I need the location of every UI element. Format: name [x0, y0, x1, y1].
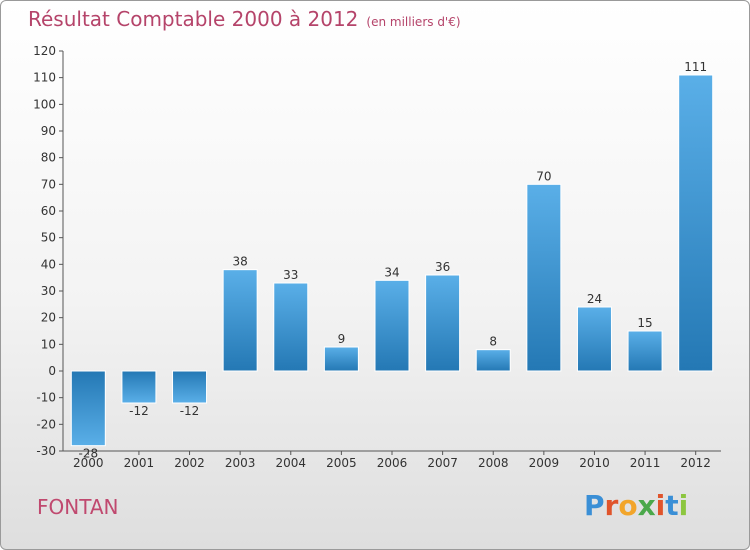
bar-value-label: 15	[637, 316, 652, 330]
bar-value-label: 36	[435, 260, 450, 274]
bar-2004	[273, 282, 309, 372]
y-tick-label: 40	[41, 257, 56, 271]
y-tick-label: 120	[33, 44, 56, 58]
chart-subtitle: (en milliers d'€)	[366, 15, 461, 29]
logo-letter: i	[655, 489, 666, 522]
x-tick-label: 2011	[630, 456, 661, 470]
logo-letter: i	[678, 489, 689, 522]
y-tick-label: -10	[36, 391, 56, 405]
bar-2003	[222, 269, 258, 372]
x-tick-label: 2005	[326, 456, 357, 470]
y-tick-label: 80	[41, 151, 56, 165]
y-tick-label: 100	[33, 97, 56, 111]
proxiti-logo[interactable]: Proxiti	[584, 489, 688, 522]
bar-2006	[374, 279, 410, 372]
bar-value-label: 34	[384, 265, 399, 279]
logo-letter: t	[665, 489, 679, 522]
bar-2011	[627, 330, 663, 372]
logo-letter: o	[618, 489, 638, 522]
bar-value-label: 38	[233, 255, 248, 269]
y-tick-label: 20	[41, 311, 56, 325]
bar-2007	[425, 274, 461, 372]
bar-value-label: -28	[79, 447, 99, 461]
logo-letter: P	[584, 489, 605, 522]
logo-letter: r	[604, 489, 619, 522]
y-tick-label: 60	[41, 204, 56, 218]
x-tick-label: 2004	[275, 456, 306, 470]
bar-value-label: 24	[587, 292, 602, 306]
x-tick-label: 2007	[427, 456, 458, 470]
y-tick-label: -20	[36, 417, 56, 431]
x-tick-label: 2008	[478, 456, 509, 470]
y-tick-label: 10	[41, 337, 56, 351]
bar-2009	[526, 183, 562, 372]
axes: -30 -20 -10 0 10 20 30 40 50 60 70 80 90 100 110 120 200…	[33, 44, 721, 470]
y-tick-label: 90	[41, 124, 56, 138]
y-tick-label: 70	[41, 177, 56, 191]
bar-value-label: -12	[180, 404, 200, 418]
x-tick-label: 2001	[124, 456, 155, 470]
bar-value-label: 9	[338, 332, 346, 346]
bars	[70, 74, 714, 447]
x-tick-label: 2012	[680, 456, 711, 470]
bar-2000	[70, 370, 106, 447]
bar-value-label: 8	[489, 335, 497, 349]
x-tick-label: 2006	[377, 456, 408, 470]
y-tick-label: -30	[36, 444, 56, 458]
x-tick-label: 2002	[174, 456, 205, 470]
bar-value-label: 111	[684, 60, 707, 74]
y-tick-label: 30	[41, 284, 56, 298]
x-tick-label: 2009	[529, 456, 560, 470]
logo-letter: x	[637, 489, 656, 522]
x-tick-label: 2010	[579, 456, 610, 470]
data-labels: -28 -12 -12 38 33 9 34 36 8 70 24 15 111	[79, 60, 708, 461]
bar-2001	[121, 370, 157, 404]
y-tick-label: 50	[41, 231, 56, 245]
bar-2005	[323, 346, 359, 372]
y-tick-label: 110	[33, 71, 56, 85]
bar-2008	[475, 349, 511, 372]
bar-value-label: 70	[536, 169, 551, 183]
bar-2010	[576, 306, 612, 372]
y-tick-label: 0	[48, 364, 56, 378]
commune-name: FONTAN	[37, 495, 119, 519]
bar-2012	[678, 74, 714, 372]
bar-value-label: 33	[283, 268, 298, 282]
bar-2002	[172, 370, 208, 404]
x-tick-label: 2003	[225, 456, 256, 470]
chart-title-text: Résultat Comptable 2000 à 2012	[28, 7, 359, 31]
x-tick-label: 2000	[73, 456, 104, 470]
chart-title: Résultat Comptable 2000 à 2012 (en millie…	[28, 7, 461, 31]
bar-value-label: -12	[129, 404, 149, 418]
